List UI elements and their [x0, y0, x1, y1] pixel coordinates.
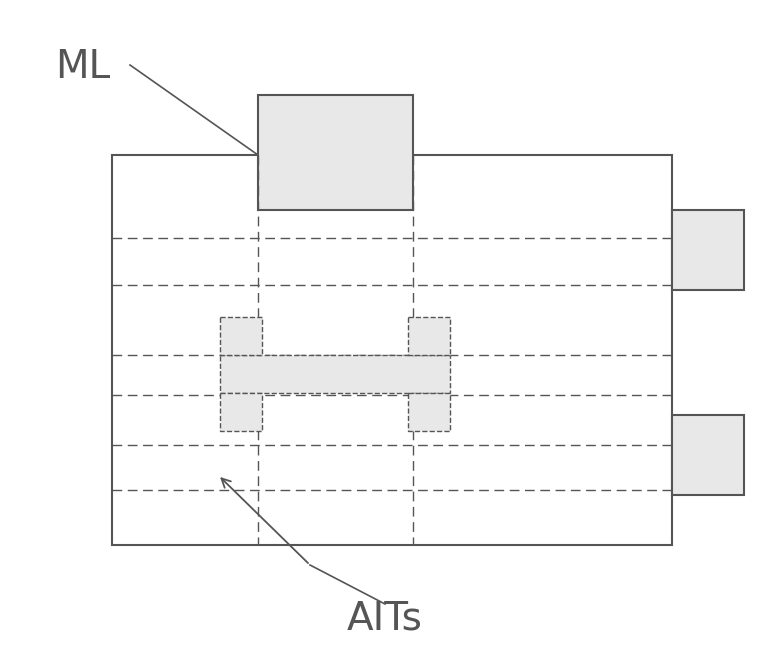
Text: AITs: AITs: [347, 599, 423, 637]
Bar: [220, 355, 450, 393]
Bar: [258, 95, 413, 210]
Bar: [672, 210, 744, 290]
Bar: [112, 155, 672, 545]
Bar: [220, 393, 262, 431]
Bar: [220, 317, 262, 355]
Text: ML: ML: [55, 48, 110, 86]
Bar: [672, 415, 744, 495]
Bar: [408, 317, 450, 355]
Bar: [408, 393, 450, 431]
